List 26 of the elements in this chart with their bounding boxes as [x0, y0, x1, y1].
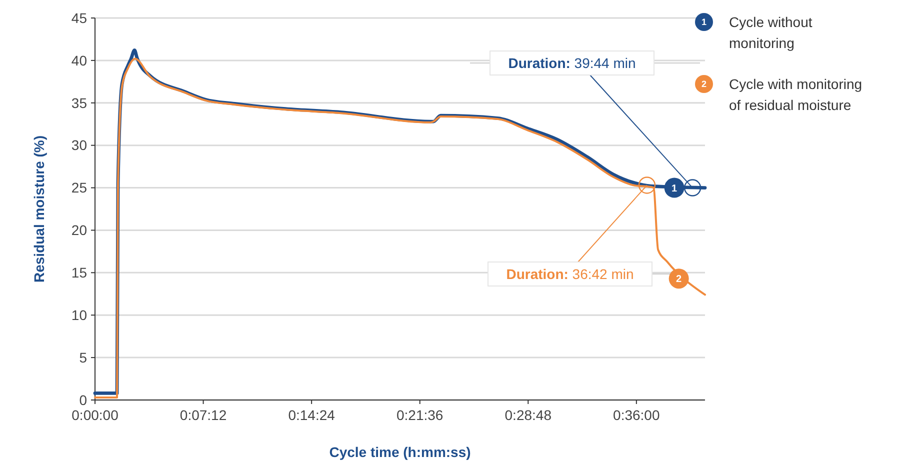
annotation: Duration: 39:44 min	[508, 54, 636, 71]
y-tick-label: 30	[71, 137, 88, 154]
y-tick-label: 10	[71, 307, 88, 324]
y-tick-label: 15	[71, 264, 88, 281]
x-tick-label: 0:28:48	[504, 407, 552, 423]
y-tick-label: 5	[79, 349, 88, 366]
legend-label: Cycle with monitoring of residual moisture	[729, 76, 862, 113]
y-tick-label: 20	[71, 222, 88, 238]
x-tick-label: 0:21:36	[396, 407, 444, 423]
y-tick-label: 25	[71, 180, 88, 196]
legend-label: Cycle without monitoring	[729, 14, 812, 51]
y-tick-label: 40	[71, 52, 88, 68]
annotation: 1	[672, 183, 678, 194]
annotation: 2	[676, 274, 682, 286]
annotation: Duration: 36:42 min	[506, 266, 634, 282]
y-tick-label: 0	[79, 392, 88, 408]
x-axis-title: Cycle time (h:mm:ss)	[329, 444, 471, 460]
y-axis-title: Residual moisture (%)	[31, 135, 47, 283]
text: 1	[701, 17, 707, 28]
text: 2	[701, 79, 707, 90]
x-tick-label: 0:00:00	[72, 407, 119, 423]
y-tick-label: 35	[71, 94, 88, 111]
x-tick-label: 0:07:12	[180, 407, 227, 423]
x-tick-label: 0:36:00	[613, 407, 660, 423]
y-tick-label: 45	[71, 10, 88, 26]
x-tick-label: 0:14:24	[288, 407, 336, 423]
